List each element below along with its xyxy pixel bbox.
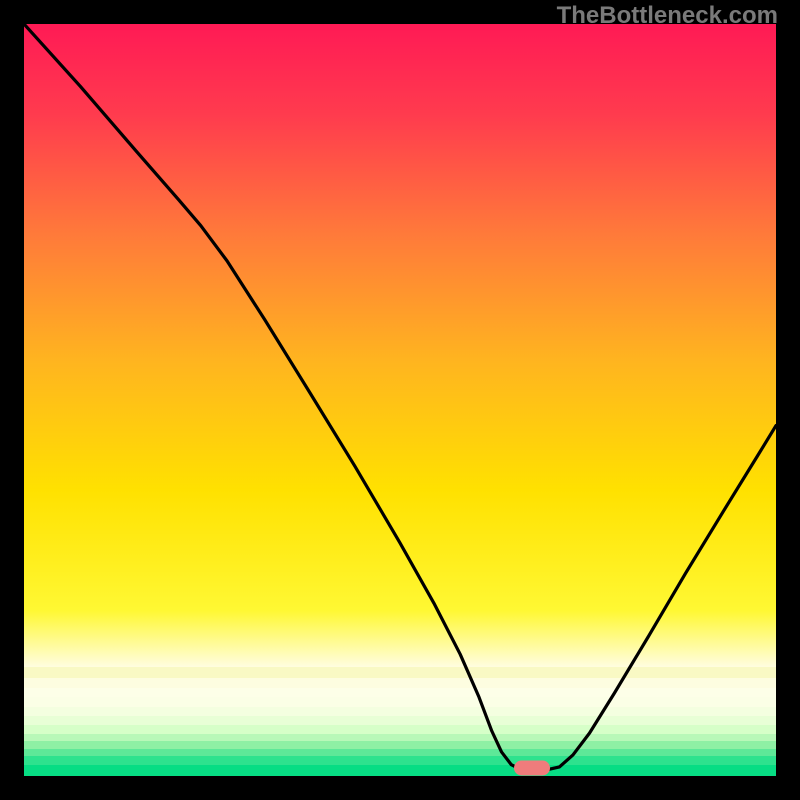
optimal-marker (514, 760, 550, 775)
plot-area (24, 24, 776, 776)
frame-border-bottom (0, 776, 800, 800)
frame-border-left (0, 0, 24, 800)
frame-border-right (776, 0, 800, 800)
bottleneck-curve (24, 24, 776, 776)
watermark-text: TheBottleneck.com (557, 2, 778, 30)
